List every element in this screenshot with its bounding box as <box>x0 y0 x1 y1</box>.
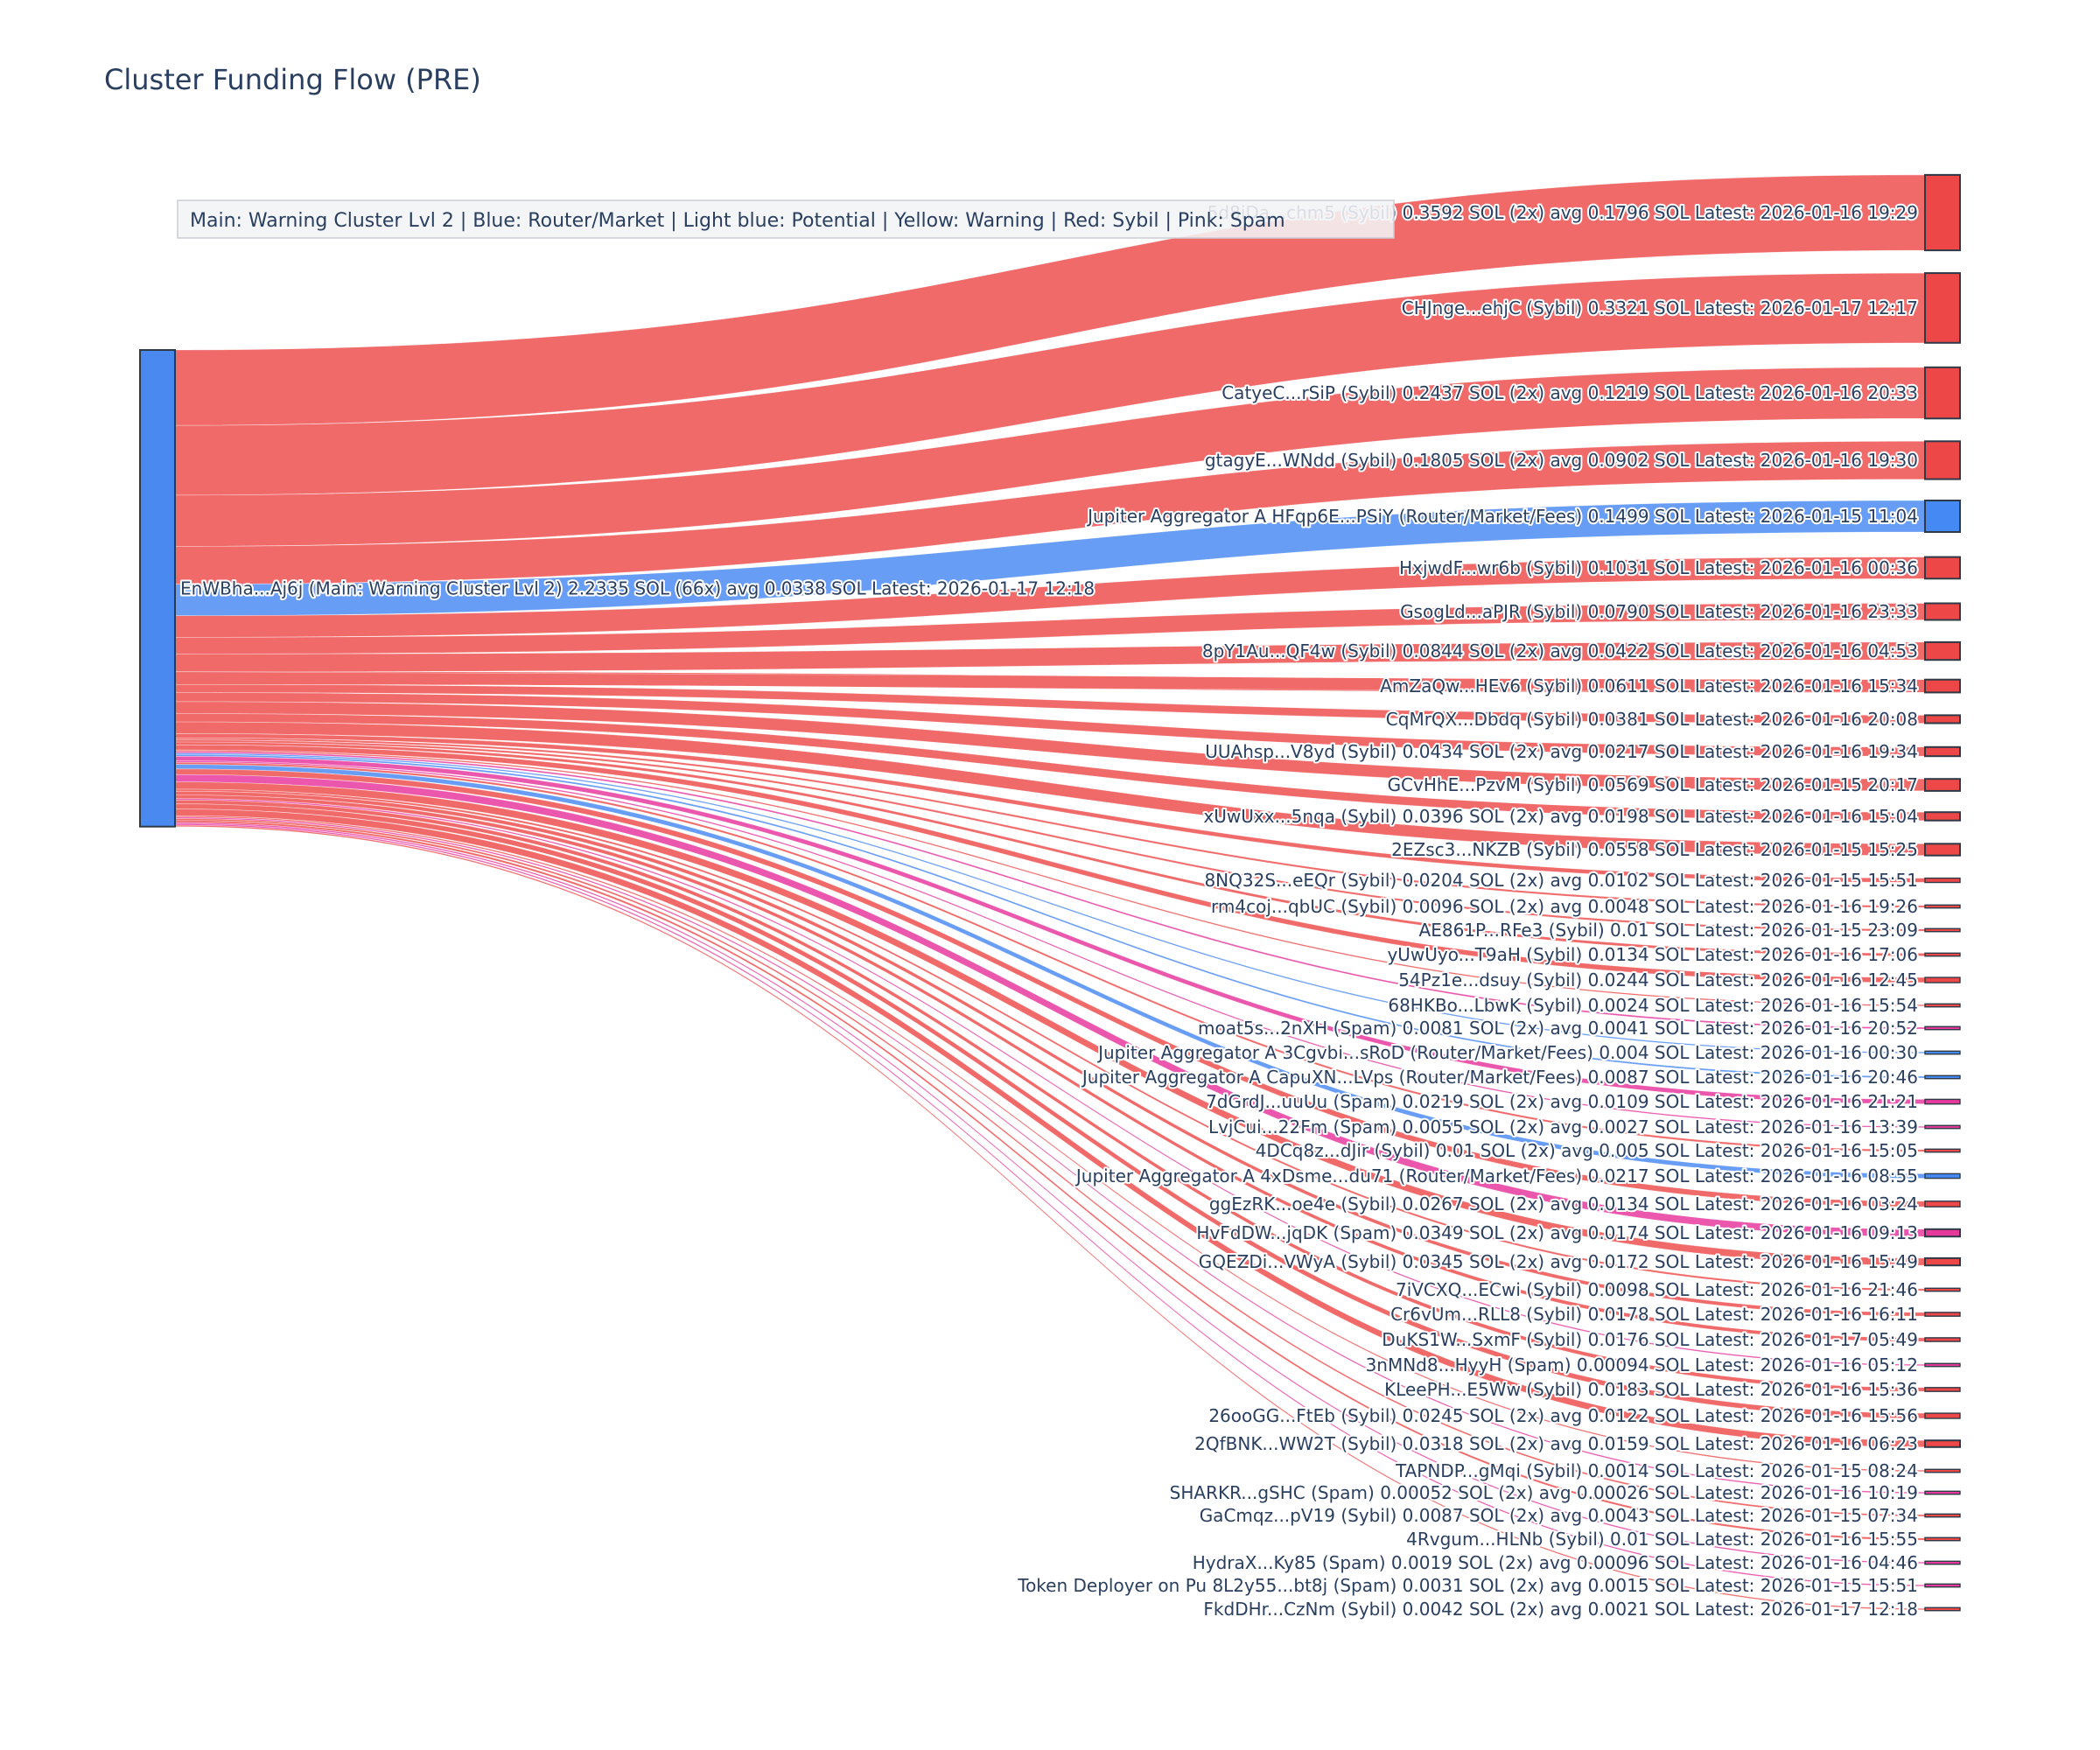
target-node-label: UUAhsp...V8yd (Sybil) 0.0434 SOL (2x) av… <box>1205 741 1918 762</box>
target-node[interactable] <box>1924 1124 1961 1130</box>
target-node-label: LvjCui...22Fm (Spam) 0.0055 SOL (2x) avg… <box>1208 1116 1918 1138</box>
node-rects <box>139 173 1961 1612</box>
target-node-label: AE861P...RFe3 (Sybil) 0.01 SOL Latest: 2… <box>1419 920 1918 941</box>
target-node[interactable] <box>1924 843 1961 857</box>
target-node[interactable] <box>1924 1337 1961 1342</box>
target-node[interactable] <box>1924 976 1961 984</box>
flow-ribbons <box>174 174 1926 1611</box>
target-node-label: HydraX...Ky85 (Spam) 0.0019 SOL (2x) avg… <box>1193 1552 1918 1573</box>
target-node[interactable] <box>1924 1513 1961 1518</box>
target-node[interactable] <box>1924 778 1961 792</box>
target-node-label: moat5s...2nXH (Spam) 0.0081 SOL (2x) avg… <box>1198 1018 1918 1039</box>
target-node-label: Cr6vUm...RLL8 (Sybil) 0.0178 SOL Latest:… <box>1390 1304 1918 1325</box>
source-node-label: EnWBha...Aj6j (Main: Warning Cluster Lvl… <box>180 578 1095 598</box>
target-node[interactable] <box>1924 440 1961 480</box>
target-node[interactable] <box>1924 1050 1961 1055</box>
target-node[interactable] <box>1924 1412 1961 1419</box>
target-node-label: ggEzRK...oe4e (Sybil) 0.0267 SOL (2x) av… <box>1209 1194 1918 1214</box>
target-node[interactable] <box>1924 1606 1961 1612</box>
target-node-label: 2QfBNK...WW2T (Sybil) 0.0318 SOL (2x) av… <box>1194 1433 1918 1454</box>
target-node-label: Jupiter Aggregator A CapuXN...LVps (Rout… <box>1081 1067 1918 1088</box>
target-node-label: 8NQ32S...eEQr (Sybil) 0.0204 SOL (2x) av… <box>1204 870 1918 891</box>
target-node-label: DuKS1W...SxmF (Sybil) 0.0176 SOL Latest:… <box>1382 1329 1918 1350</box>
target-node-label: Jupiter Aggregator A 3Cgvbi...sRoD (Rout… <box>1096 1042 1918 1063</box>
target-node[interactable] <box>1924 366 1961 420</box>
target-node-label: SHARKR...gSHC (Spam) 0.00052 SOL (2x) av… <box>1170 1482 1918 1503</box>
target-node-label: GCvHhE...PzvM (Sybil) 0.0569 SOL Latest:… <box>1388 774 1918 795</box>
target-node-label: GsogLd...aPJR (Sybil) 0.0790 SOL Latest:… <box>1400 601 1918 622</box>
target-node-label: CHJnge...ehjC (Sybil) 0.3321 SOL Latest:… <box>1402 298 1918 318</box>
target-node-label: 68HKBo...LbwK (Sybil) 0.0024 SOL Latest:… <box>1388 995 1918 1016</box>
target-node[interactable] <box>1924 1362 1961 1368</box>
target-node-label: FkdDHr...CzNm (Sybil) 0.0042 SOL (2x) av… <box>1203 1599 1918 1620</box>
target-node[interactable] <box>1924 952 1961 957</box>
target-node[interactable] <box>1924 1312 1961 1317</box>
target-node[interactable] <box>1924 1468 1961 1474</box>
target-node-label: TAPNDP...gMqi (Sybil) 0.0014 SOL Latest:… <box>1395 1460 1918 1481</box>
target-node[interactable] <box>1924 928 1961 933</box>
target-node[interactable] <box>1924 1074 1961 1080</box>
target-node[interactable] <box>1924 500 1961 533</box>
target-node[interactable] <box>1924 1439 1961 1448</box>
target-node-label: 2EZsc3...NKZB (Sybil) 0.0558 SOL Latest:… <box>1391 839 1918 860</box>
target-node[interactable] <box>1924 678 1961 694</box>
target-node[interactable] <box>1924 1387 1961 1392</box>
target-node-label: HvFdDW...jqDK (Spam) 0.0349 SOL (2x) avg… <box>1196 1222 1918 1243</box>
target-node[interactable] <box>1924 1148 1961 1153</box>
target-node[interactable] <box>1924 173 1961 252</box>
target-node[interactable] <box>1924 877 1961 884</box>
target-node-label: 4Rvgum...HLNb (Sybil) 0.01 SOL Latest: 2… <box>1406 1529 1918 1550</box>
target-node[interactable] <box>1924 1287 1961 1292</box>
target-node[interactable] <box>1924 640 1961 662</box>
target-node-label: HxjwdF...wr6b (Sybil) 0.1031 SOL Latest:… <box>1399 557 1918 578</box>
target-node-label: KLeePH...E5Ww (Sybil) 0.0183 SOL Latest:… <box>1384 1379 1918 1400</box>
target-node-label: 7dGrdJ...uuUu (Spam) 0.0219 SOL (2x) avg… <box>1206 1091 1918 1112</box>
target-node[interactable] <box>1924 272 1961 344</box>
target-node[interactable] <box>1924 1172 1961 1180</box>
target-node[interactable] <box>1924 602 1961 621</box>
target-node-label: Jupiter Aggregator A 4xDsme...du71 (Rout… <box>1074 1166 1918 1186</box>
target-node-label: 8pY1Au...QF4w (Sybil) 0.0844 SOL (2x) av… <box>1202 640 1918 662</box>
target-node[interactable] <box>1924 1003 1961 1008</box>
target-node-label: 7iVCXQ...ECwi (Sybil) 0.0098 SOL Latest:… <box>1396 1279 1918 1300</box>
target-node-label: AmZaQw...HEv6 (Sybil) 0.0611 SOL Latest:… <box>1380 676 1918 696</box>
target-node-label: 3nMNd8...HyyH (Spam) 0.00094 SOL Latest:… <box>1366 1354 1918 1376</box>
page-title: Cluster Funding Flow (PRE) <box>104 63 481 96</box>
target-node[interactable] <box>1924 714 1961 724</box>
target-node[interactable] <box>1924 904 1961 909</box>
target-node[interactable] <box>1924 1026 1961 1031</box>
target-node[interactable] <box>1924 746 1961 758</box>
target-node-label: 4DCq8z...dJir (Sybil) 0.01 SOL (2x) avg … <box>1256 1140 1918 1161</box>
target-node-label: gtagyE...WNdd (Sybil) 0.1805 SOL (2x) av… <box>1205 450 1918 471</box>
target-node-label: GaCmqz...pV19 (Sybil) 0.0087 SOL (2x) av… <box>1200 1505 1918 1526</box>
target-node[interactable] <box>1924 811 1961 822</box>
target-node-label: Token Deployer on Pu 8L2y55...bt8j (Spam… <box>1017 1575 1918 1596</box>
target-node-label: 26ooGG...FtEb (Sybil) 0.0245 SOL (2x) av… <box>1208 1405 1918 1426</box>
target-node[interactable] <box>1924 556 1961 580</box>
source-node[interactable] <box>139 349 176 828</box>
target-node-label: rm4coj...qbUC (Sybil) 0.0096 SOL (2x) av… <box>1211 896 1918 917</box>
target-node-label: xUwUxx...5nqa (Sybil) 0.0396 SOL (2x) av… <box>1203 806 1918 827</box>
target-node-label: CatyeC...rSiP (Sybil) 0.2437 SOL (2x) av… <box>1222 382 1918 403</box>
target-node-label: GQEZDi...VWyA (Sybil) 0.0345 SOL (2x) av… <box>1199 1251 1918 1272</box>
target-node-label: yUwUyo...T9aH (Sybil) 0.0134 SOL Latest:… <box>1387 944 1918 965</box>
target-node-label: CqMrQX...Dbdq (Sybil) 0.0381 SOL Latest:… <box>1386 709 1918 730</box>
target-node[interactable] <box>1924 1098 1961 1105</box>
target-node[interactable] <box>1924 1583 1961 1588</box>
target-node[interactable] <box>1924 1256 1961 1267</box>
legend-box <box>177 200 1395 239</box>
legend-label: Main: Warning Cluster Lvl 2 | Blue: Rout… <box>190 210 1285 232</box>
target-node-label: Jupiter Aggregator A HFqp6E...PSiY (Rout… <box>1086 506 1918 527</box>
target-node[interactable] <box>1924 1228 1961 1238</box>
target-node[interactable] <box>1924 1200 1961 1208</box>
target-node[interactable] <box>1924 1560 1961 1565</box>
target-node-label: 54Pz1e...dsuy (Sybil) 0.0244 SOL Latest:… <box>1398 970 1918 990</box>
target-node[interactable] <box>1924 1490 1961 1495</box>
target-node[interactable] <box>1924 1536 1961 1542</box>
legend: Main: Warning Cluster Lvl 2 | Blue: Rout… <box>177 200 1395 239</box>
target-node-labels: 5d8iDa...chm5 (Sybil) 0.3592 SOL (2x) av… <box>1015 200 1920 1621</box>
